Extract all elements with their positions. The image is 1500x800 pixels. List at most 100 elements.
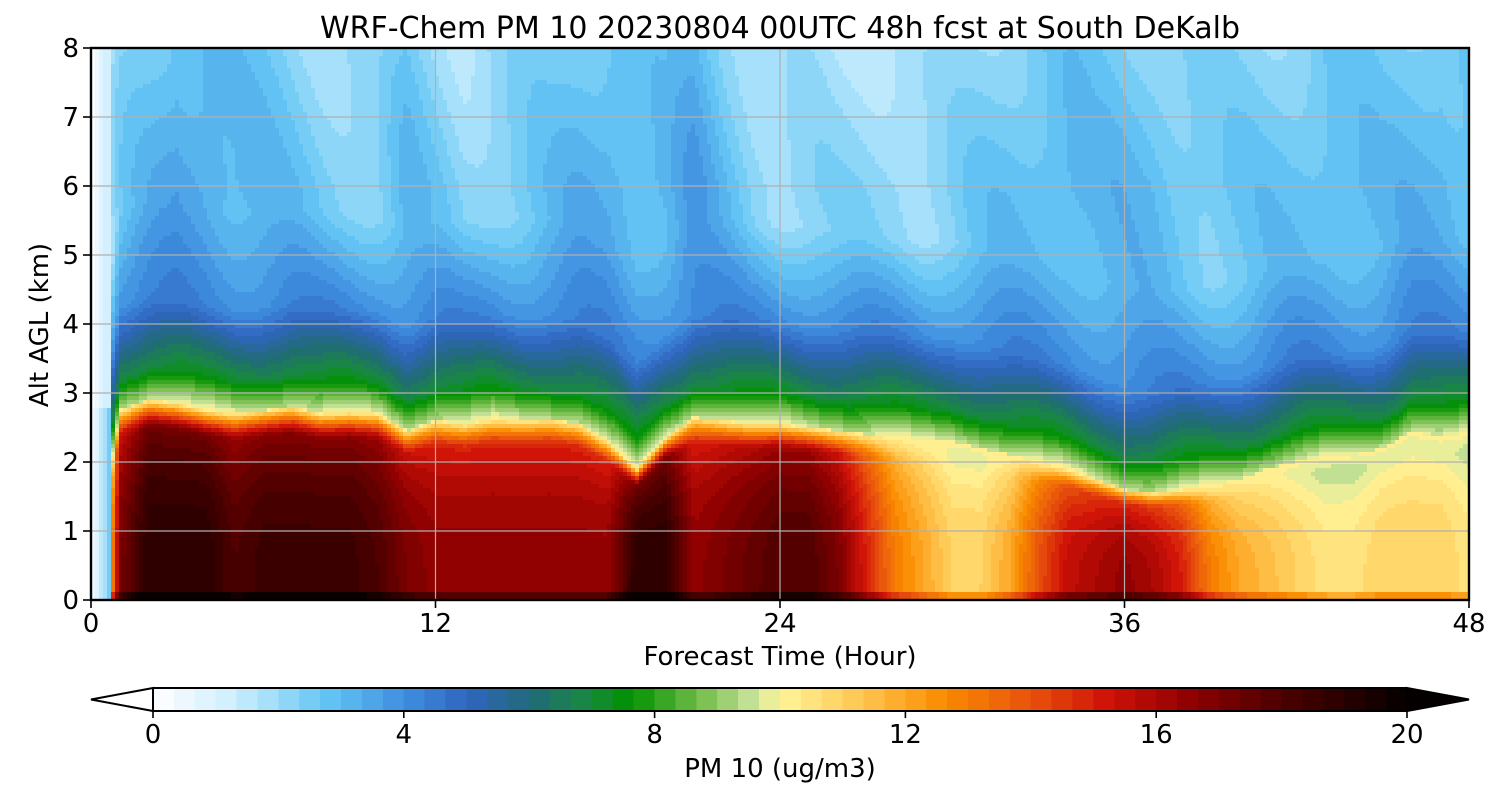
heatmap-cell <box>119 88 124 93</box>
heatmap-cell <box>99 124 104 129</box>
heatmap-cell <box>95 576 100 581</box>
heatmap-cell <box>123 404 128 409</box>
heatmap-cell <box>99 412 104 417</box>
heatmap-cell <box>99 176 104 181</box>
heatmap-cell <box>123 336 128 341</box>
heatmap-cell <box>123 192 128 197</box>
heatmap-cell <box>95 204 100 209</box>
heatmap-cell <box>119 228 124 233</box>
heatmap-cell <box>103 240 108 245</box>
heatmap-cell <box>107 332 112 337</box>
heatmap-cell <box>119 396 124 401</box>
heatmap-cell <box>119 476 124 481</box>
heatmap-cell <box>99 336 104 341</box>
heatmap-cell <box>115 368 120 373</box>
heatmap-cell <box>103 256 108 261</box>
heatmap-cell <box>99 388 104 393</box>
heatmap-cell <box>111 364 116 369</box>
heatmap-cell <box>99 280 104 285</box>
heatmap-cell <box>99 420 104 425</box>
heatmap-cell <box>123 128 128 133</box>
heatmap-cell <box>123 524 128 529</box>
heatmap-cell <box>123 180 128 185</box>
heatmap-cell <box>111 356 116 361</box>
heatmap-cell <box>119 588 124 593</box>
heatmap-cell <box>95 552 100 557</box>
heatmap-cell <box>123 376 128 381</box>
heatmap-cell <box>119 272 124 277</box>
heatmap-cell <box>111 468 116 473</box>
heatmap-cell <box>103 308 108 313</box>
heatmap-cell <box>119 268 124 273</box>
heatmap-cell <box>95 420 100 425</box>
heatmap-cell <box>107 104 112 109</box>
heatmap-cell <box>99 536 104 541</box>
heatmap-cell <box>99 572 104 577</box>
heatmap-cell <box>115 480 120 485</box>
heatmap-cell <box>115 356 120 361</box>
heatmap-cell <box>103 200 108 205</box>
heatmap-cell <box>103 376 108 381</box>
heatmap-cell <box>123 52 128 57</box>
heatmap-cell <box>107 84 112 89</box>
heatmap-cell <box>119 204 124 209</box>
heatmap-cell <box>103 268 108 273</box>
heatmap-cell <box>123 388 128 393</box>
heatmap-cell <box>95 244 100 249</box>
heatmap-cell <box>111 236 116 241</box>
heatmap-cell <box>103 484 108 489</box>
heatmap-cell <box>103 396 108 401</box>
heatmap-cell <box>111 384 116 389</box>
heatmap-cell <box>107 120 112 125</box>
heatmap-cell <box>107 428 112 433</box>
heatmap-cell <box>107 232 112 237</box>
heatmap-cell <box>103 332 108 337</box>
heatmap-cell <box>115 180 120 185</box>
heatmap-cell <box>115 316 120 321</box>
heatmap-cell <box>103 204 108 209</box>
heatmap-cell <box>103 84 108 89</box>
heatmap-cell <box>99 308 104 313</box>
heatmap-cell <box>99 372 104 377</box>
heatmap-cell <box>111 544 116 549</box>
heatmap-cell <box>107 324 112 329</box>
heatmap-cell <box>111 536 116 541</box>
heatmap-cell <box>95 328 100 333</box>
heatmap-cell <box>95 120 100 125</box>
heatmap-cell <box>99 428 104 433</box>
heatmap-cell <box>99 160 104 165</box>
heatmap-cell <box>115 476 120 481</box>
heatmap-cell <box>107 56 112 61</box>
heatmap-cell <box>123 160 128 165</box>
heatmap-cell <box>115 176 120 181</box>
heatmap-cell <box>115 60 120 65</box>
heatmap-cell <box>119 548 124 553</box>
heatmap-cell <box>119 92 124 97</box>
heatmap-cell <box>115 260 120 265</box>
heatmap-cell <box>95 112 100 117</box>
heatmap-cell <box>107 144 112 149</box>
heatmap-cell <box>95 88 100 93</box>
heatmap-cell <box>119 144 124 149</box>
heatmap-cell <box>123 84 128 89</box>
heatmap-cell <box>123 224 128 229</box>
heatmap-cell <box>111 344 116 349</box>
heatmap-cell <box>123 140 128 145</box>
heatmap-cell <box>103 140 108 145</box>
heatmap-cell <box>115 548 120 553</box>
heatmap-cell <box>119 64 124 69</box>
heatmap-cell <box>103 576 108 581</box>
heatmap-cell <box>107 248 112 253</box>
heatmap-cell <box>99 548 104 553</box>
heatmap-cell <box>107 284 112 289</box>
heatmap-cell <box>99 60 104 65</box>
heatmap-cell <box>99 564 104 569</box>
heatmap-cell <box>115 388 120 393</box>
heatmap-cell <box>99 156 104 161</box>
heatmap-cell <box>103 532 108 537</box>
heatmap-cell <box>99 348 104 353</box>
heatmap-cell <box>95 536 100 541</box>
heatmap-cell <box>99 384 104 389</box>
heatmap-cell <box>115 500 120 505</box>
heatmap-cell <box>119 180 124 185</box>
